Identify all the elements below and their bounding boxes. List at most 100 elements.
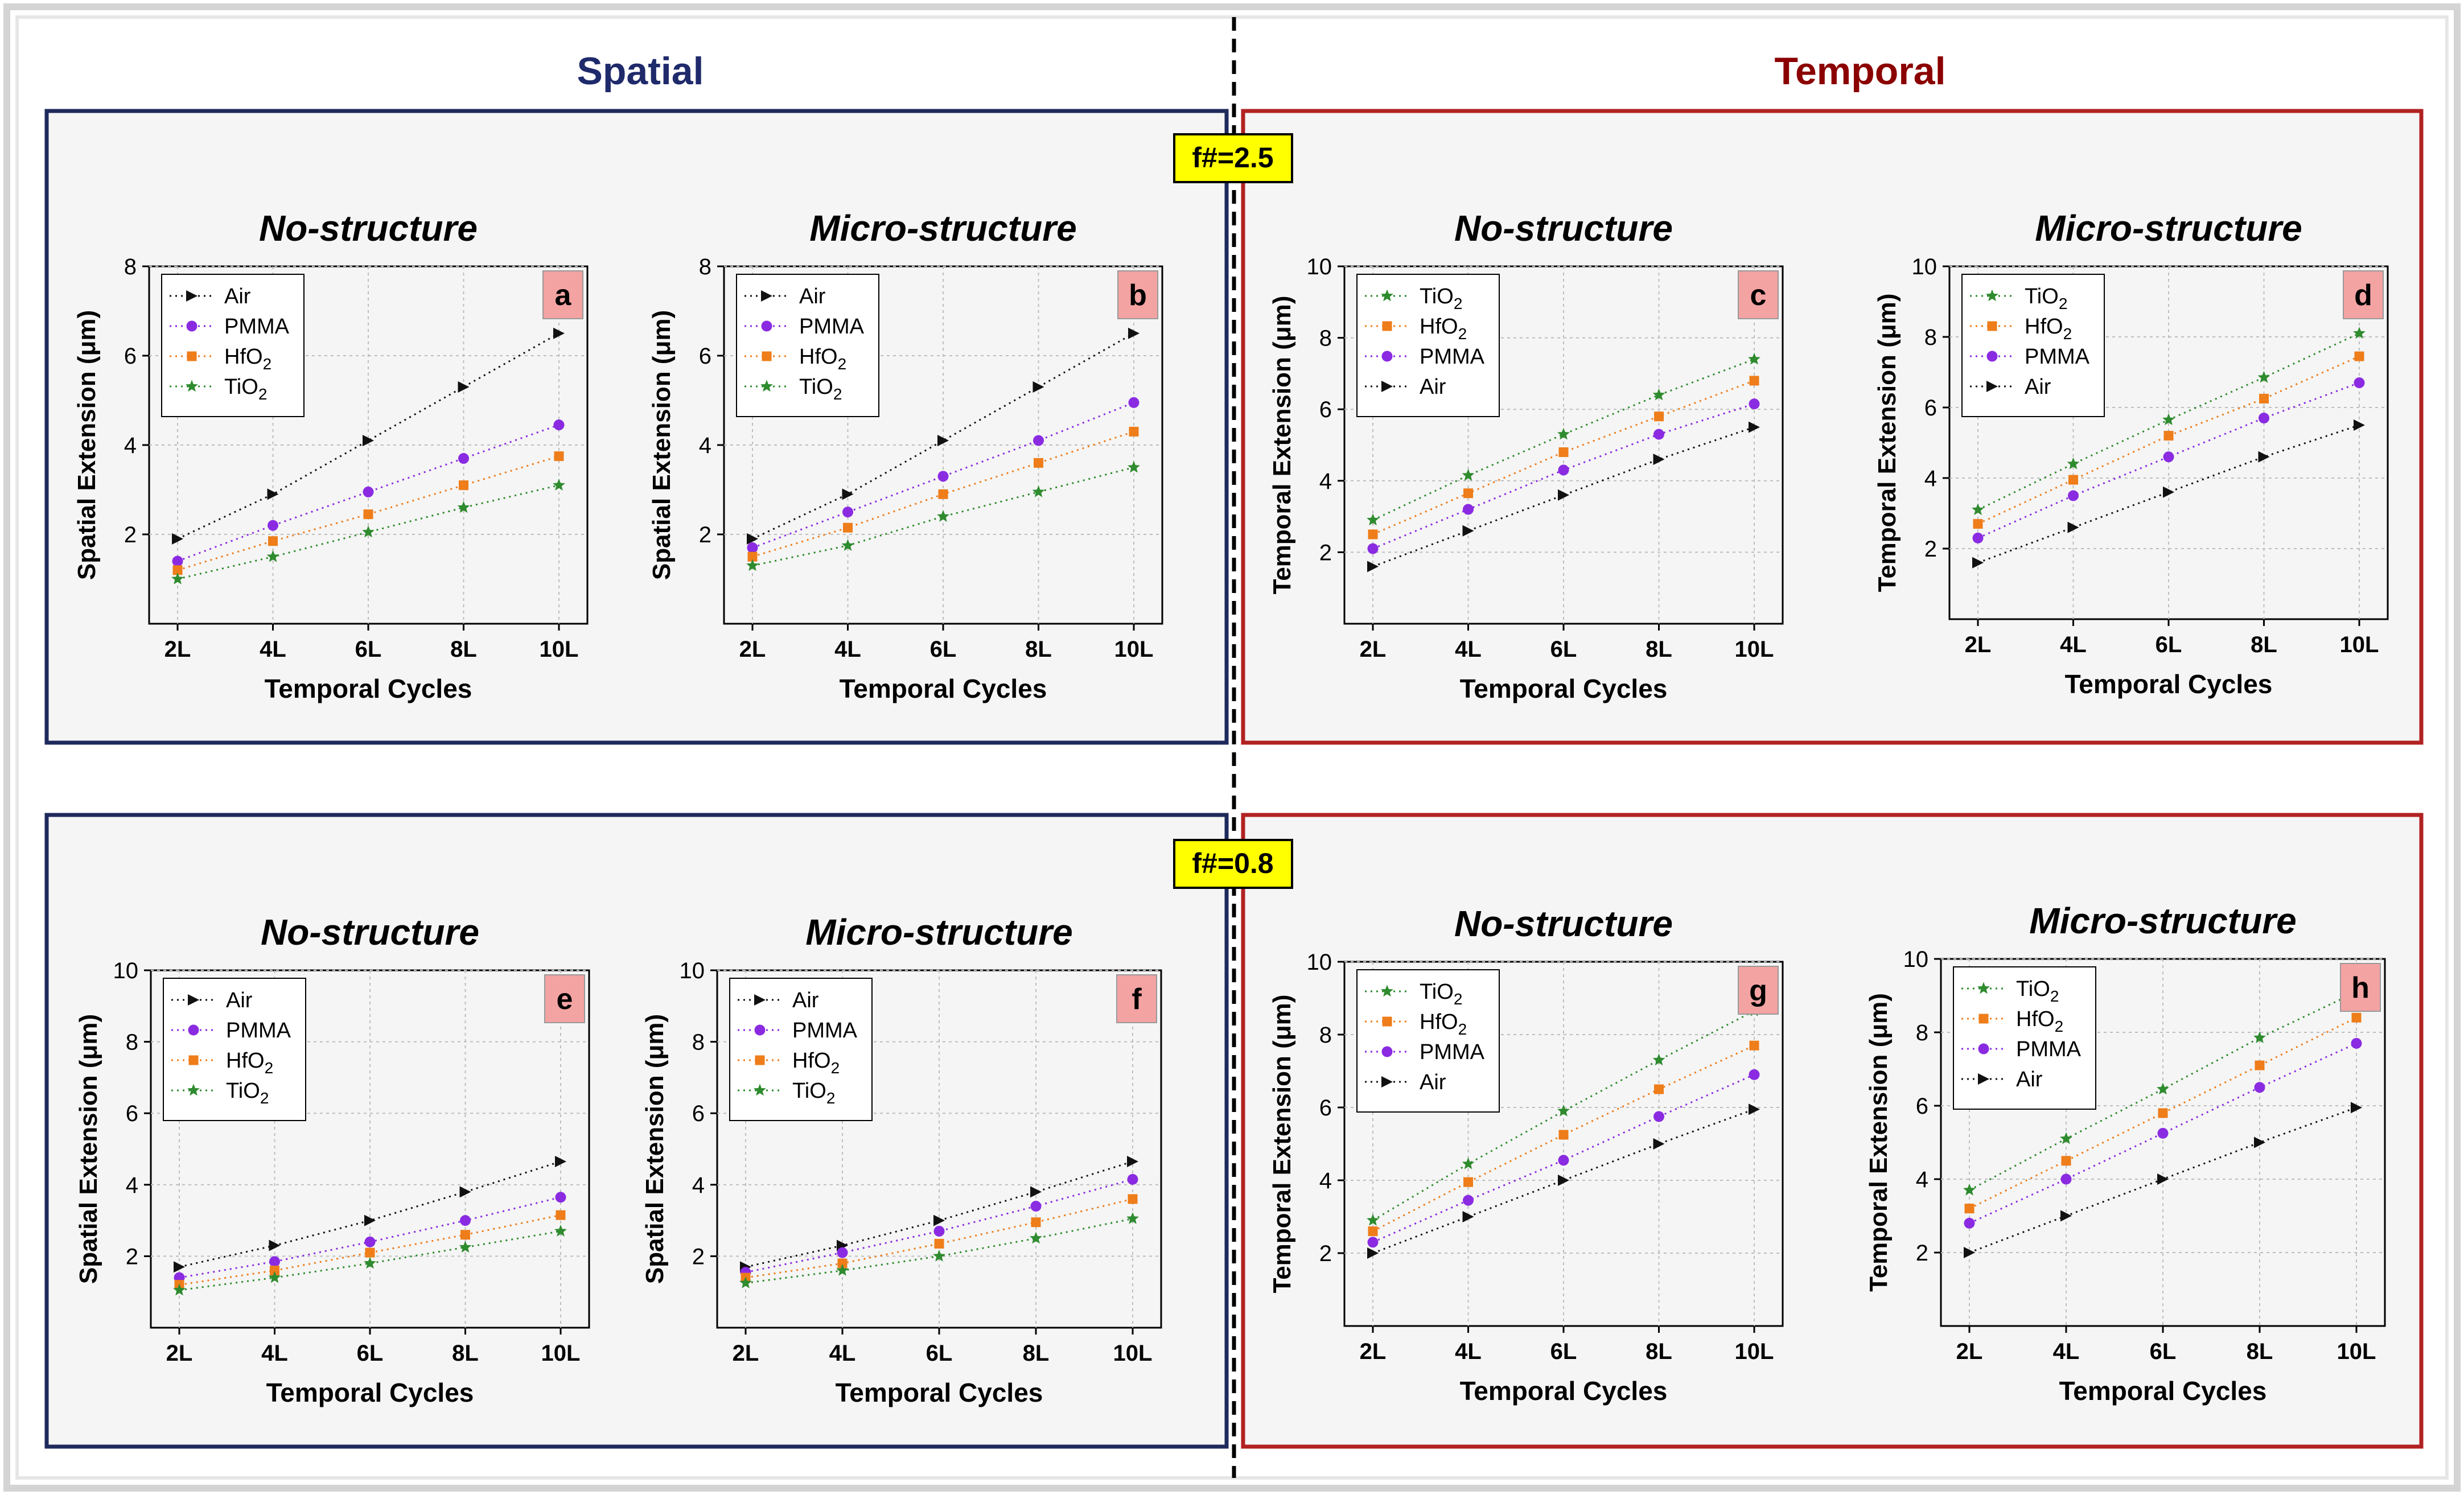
y-tick-label: 6 (126, 1101, 138, 1126)
data-point-air (553, 327, 565, 339)
x-tick-label: 2L (1956, 1339, 1983, 1364)
series-line-pmma (1372, 1074, 1755, 1243)
data-point-hfo2 (1128, 1194, 1138, 1204)
data-point-hfo2 (1654, 1084, 1664, 1094)
series-line-hfo2 (179, 1214, 561, 1286)
y-tick-label: 6 (699, 344, 711, 369)
data-point-tio2 (362, 525, 375, 538)
data-point-air (1749, 1103, 1760, 1115)
spatial-header: Spatial (577, 50, 704, 93)
data-point-pmma (2254, 1082, 2265, 1093)
series-line-pmma (745, 1178, 1133, 1274)
y-tick-label: 2 (1924, 537, 1937, 562)
data-point-tio2 (1462, 468, 1475, 481)
data-point-pmma (842, 506, 853, 518)
data-point-pmma (1128, 397, 1140, 408)
charts-group: 2 4 6 8 2L 4L 6L 8L 10L Temporal Cycles Spatial Ex… (73, 208, 2389, 1407)
data-point-pmma (2259, 413, 2269, 424)
x-tick-label: 2L (1360, 1339, 1387, 1364)
data-point-pmma (269, 1256, 280, 1267)
legend-label-air: Air (792, 989, 819, 1012)
data-point-tio2 (841, 539, 854, 551)
chart-a: 2 4 6 8 2L 4L 6L 8L 10L Temporal Cycles Spatial Ex… (73, 208, 589, 703)
legend-marker-pmma (1381, 351, 1393, 362)
legend-label-air: Air (2016, 1068, 2043, 1092)
data-point-tio2 (1972, 503, 1984, 516)
x-tick-label: 8L (1023, 1341, 1050, 1366)
y-tick-label: 4 (1319, 1168, 1332, 1193)
x-tick-label: 10L (1735, 637, 1774, 662)
series-line-hfo2 (1372, 1044, 1755, 1232)
data-point-hfo2 (1129, 426, 1139, 436)
legend-label-pmma: PMMA (799, 315, 865, 339)
data-point-air (1964, 1247, 1975, 1258)
x-tick-label: 6L (2156, 632, 2182, 657)
chart-title: Micro-structure (809, 208, 1076, 249)
legend-marker-air (1381, 381, 1393, 392)
y-tick-label: 6 (1916, 1094, 1928, 1119)
data-point-air (1127, 1155, 1138, 1167)
data-point-pmma (1463, 504, 1474, 515)
data-point-hfo2 (934, 1238, 944, 1249)
data-point-hfo2 (363, 509, 373, 520)
legend-marker-tio2 (186, 380, 198, 392)
chart-b: 2 4 6 8 2L 4L 6L 8L 10L Temporal Cycles Spatial Ex… (648, 208, 1163, 703)
y-tick-label: 6 (1319, 397, 1332, 422)
data-point-pmma (2163, 451, 2174, 463)
legend-marker-air (188, 994, 199, 1006)
panel-letter: e (557, 983, 573, 1016)
y-tick-label: 2 (1916, 1241, 1928, 1266)
data-point-air (1653, 454, 1665, 466)
legend-label-pmma: PMMA (792, 1019, 858, 1043)
data-point-hfo2 (2068, 475, 2078, 485)
data-point-hfo2 (556, 1210, 566, 1220)
data-point-hfo2 (1964, 1204, 1975, 1214)
series-line-air (1969, 1106, 2357, 1254)
x-tick-label: 8L (1646, 1339, 1672, 1364)
series-line-pmma (1977, 382, 2360, 539)
y-tick-label: 8 (124, 254, 137, 279)
data-point-air (937, 435, 949, 447)
panel-letter: f (1132, 983, 1142, 1016)
series-line-tio2 (179, 1230, 561, 1291)
x-tick-label: 6L (357, 1341, 384, 1366)
legend-marker-tio2 (187, 1084, 200, 1096)
data-point-tio2 (1963, 1183, 1976, 1196)
x-tick-label: 8L (2247, 1339, 2273, 1364)
y-axis-label: Temporal Extension (μm) (1268, 995, 1296, 1294)
data-point-air (2254, 1136, 2265, 1148)
y-axis-label: Temporal Extension (μm) (1873, 294, 1901, 592)
legend-label-pmma: PMMA (224, 315, 290, 339)
data-point-hfo2 (843, 522, 853, 533)
legend-marker-tio2 (760, 380, 773, 392)
data-point-hfo2 (459, 480, 468, 491)
chart-title: Micro-structure (2035, 208, 2302, 249)
x-axis-label: Temporal Cycles (2059, 1376, 2267, 1406)
x-tick-label: 10L (1114, 637, 1154, 662)
legend-marker-pmma (1978, 1043, 1989, 1055)
legend-marker-tio2 (1977, 982, 1990, 994)
data-point-air (1367, 561, 1379, 573)
x-tick-label: 8L (452, 1341, 479, 1366)
x-axis-label: Temporal Cycles (265, 674, 472, 703)
x-tick-label: 4L (260, 637, 286, 662)
x-axis-label: Temporal Cycles (836, 1378, 1043, 1407)
data-point-pmma (458, 453, 469, 464)
data-point-hfo2 (554, 451, 564, 462)
row-label-top: f#=2.5 (1192, 142, 1273, 174)
x-tick-label: 6L (1550, 637, 1577, 662)
legend-marker-pmma (754, 1024, 766, 1036)
chart-e: 2 4 6 8 10 2L 4L 6L 8L 10L Temporal Cycles Spatial … (75, 912, 590, 1407)
legend-marker-air (1381, 1076, 1393, 1088)
x-tick-label: 4L (834, 637, 861, 662)
panel-letter: d (2354, 279, 2372, 312)
data-point-tio2 (1462, 1157, 1475, 1169)
data-point-hfo2 (2158, 1108, 2168, 1118)
data-point-pmma (1367, 1237, 1379, 1248)
y-axis-label: Spatial Extension (μm) (73, 310, 101, 580)
y-tick-label: 10 (1912, 254, 1938, 279)
data-point-tio2 (836, 1264, 849, 1276)
data-point-hfo2 (2351, 1012, 2362, 1023)
legend-marker-pmma (761, 320, 772, 332)
data-point-tio2 (1126, 1212, 1139, 1224)
